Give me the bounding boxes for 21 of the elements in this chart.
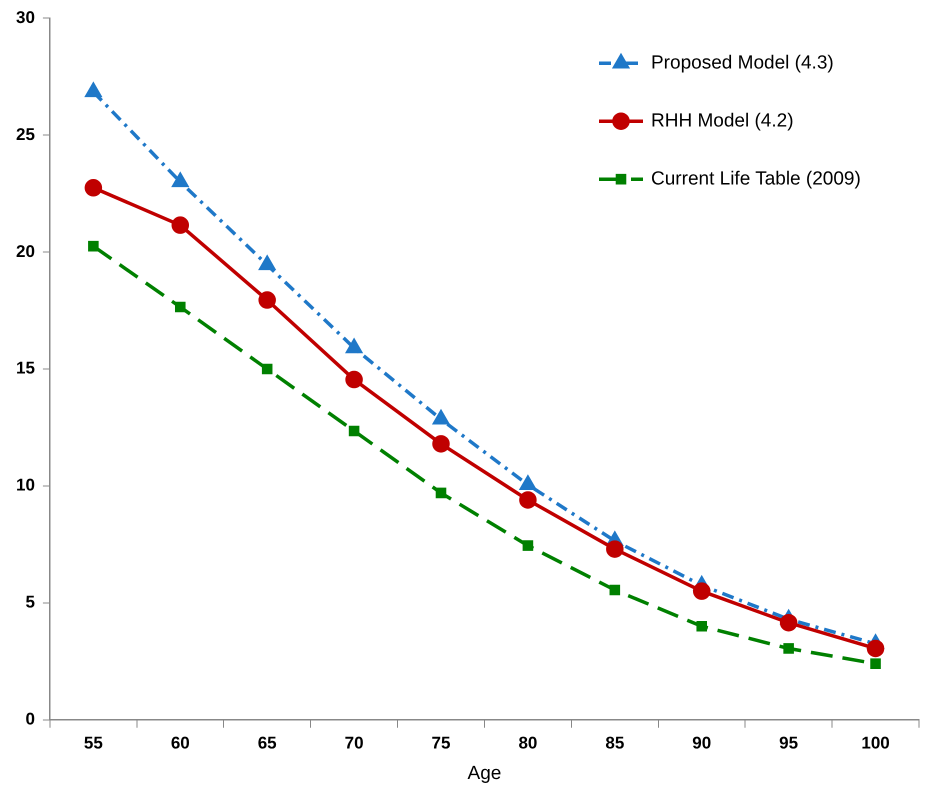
x-tick-label: 100 (861, 734, 890, 753)
x-tick-label: 75 (432, 734, 450, 753)
x-tick-label: 60 (170, 734, 190, 753)
y-tick-label: 0 (25, 709, 35, 728)
legend-label: Current Life Table (2009) (651, 168, 861, 190)
legend-label: Proposed Model (4.3) (651, 52, 834, 74)
x-tick-label: 65 (258, 734, 277, 753)
x-tick-label: 90 (692, 734, 712, 753)
x-axis-title: Age (468, 762, 502, 784)
y-tick-label: 5 (25, 592, 35, 612)
y-tick-label: 15 (16, 358, 35, 378)
x-tick-label: 85 (605, 734, 624, 753)
y-tick-label: 25 (16, 124, 35, 144)
x-tick-label: 55 (84, 734, 103, 753)
y-tick-label: 10 (16, 476, 35, 495)
y-tick-label: 20 (16, 242, 35, 261)
y-tick-label: 30 (16, 8, 35, 27)
x-tick-label: 95 (779, 734, 798, 753)
x-tick-label: 70 (344, 734, 364, 753)
x-tick-label: 80 (518, 734, 538, 753)
legend-label: RHH Model (4.2) (651, 110, 794, 132)
